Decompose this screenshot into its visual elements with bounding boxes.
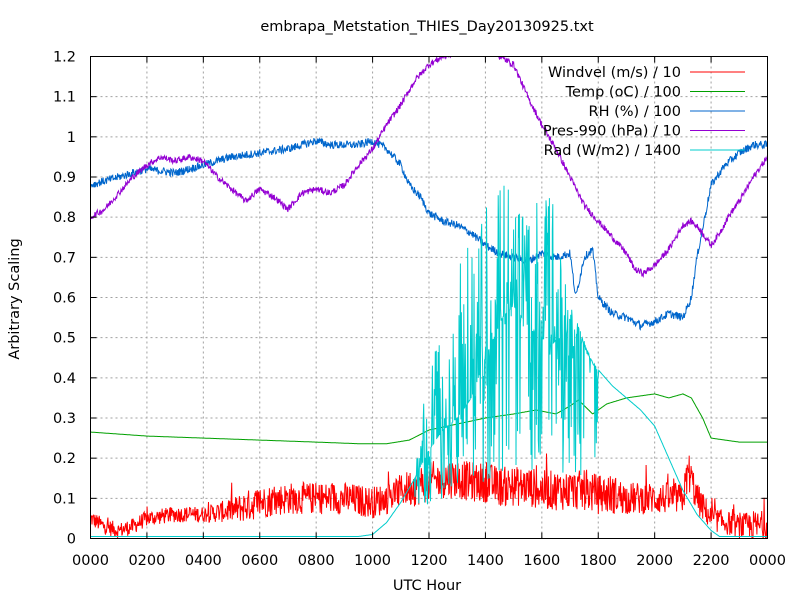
x-tick-label: 0000 (72, 553, 109, 569)
chart-title: embrapa_Metstation_THIES_Day20130925.txt (260, 19, 594, 35)
x-axis-label: UTC Hour (393, 578, 461, 594)
series-line-4 (90, 56, 768, 278)
y-tick-label: 0.4 (53, 371, 76, 387)
series-lines (90, 56, 768, 539)
y-tick-label: 0.1 (53, 491, 76, 507)
y-tick-label: 0.9 (53, 170, 76, 186)
x-tick-label: 1800 (580, 553, 617, 569)
x-tick-label: 1200 (411, 553, 448, 569)
y-tick-label: 0.7 (53, 250, 76, 266)
x-tick-label: 1000 (354, 553, 391, 569)
y-tick-label: 0.5 (53, 331, 76, 347)
axis-ticks: 0000 0200 0400 0600 0800 1000 1200 1400 1600 1800… (53, 50, 786, 570)
x-tick-label: 2200 (693, 553, 730, 569)
x-tick-label: 0800 (298, 553, 335, 569)
series-line-2 (90, 393, 768, 445)
y-tick-label: 1 (67, 130, 76, 146)
x-tick-label: 0600 (241, 553, 278, 569)
x-tick-label: 0000 (749, 553, 786, 569)
y-tick-label: 0.3 (53, 411, 76, 427)
y-tick-label: 0.6 (53, 291, 76, 307)
y-tick-label: 1.2 (53, 50, 76, 66)
x-tick-label: 1600 (523, 553, 560, 569)
legend: Windvel (m/s) / 10 Temp (oC) / 100 RH (%) … (543, 65, 745, 159)
legend-label: Temp (oC) / 100 (565, 85, 681, 101)
x-tick-label: 1400 (467, 553, 504, 569)
legend-label: Windvel (m/s) / 10 (548, 65, 681, 81)
series-line-1 (90, 453, 768, 539)
x-tick-label: 2000 (636, 553, 673, 569)
y-axis-label: Arbitrary Scaling (7, 238, 23, 359)
x-tick-label: 0400 (185, 553, 222, 569)
legend-label: Rad (W/m2) / 1400 (544, 143, 681, 159)
y-tick-label: 0.2 (53, 451, 76, 467)
legend-label: RH (%) / 100 (589, 104, 681, 120)
legend-label: Pres-990 (hPa) / 10 (543, 124, 681, 140)
series-line-3 (90, 136, 768, 331)
y-tick-label: 0 (67, 532, 76, 548)
y-tick-label: 0.8 (53, 210, 76, 226)
y-tick-label: 1.1 (53, 90, 76, 106)
x-tick-label: 0200 (128, 553, 165, 569)
